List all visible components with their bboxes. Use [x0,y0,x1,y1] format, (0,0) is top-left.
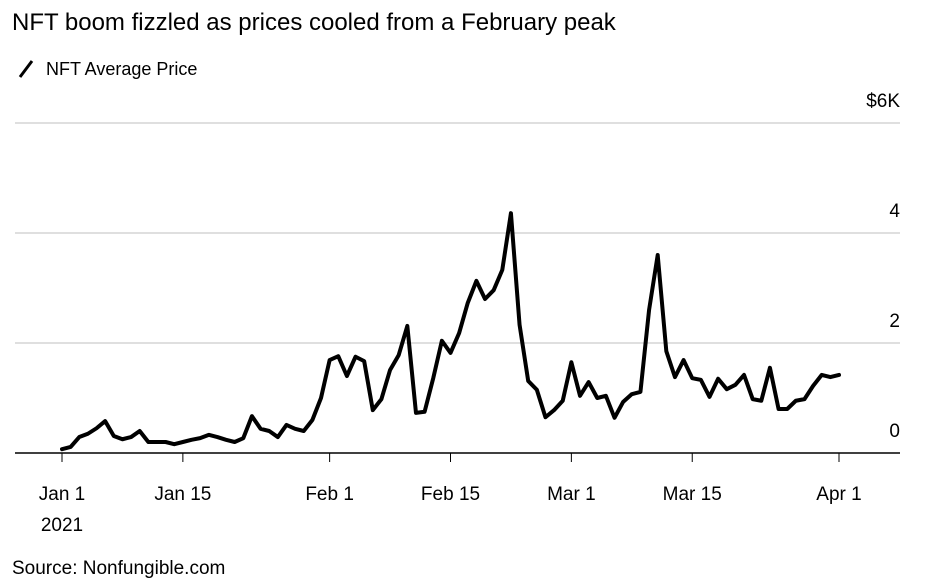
x-tick-label: Mar 15 [663,484,722,505]
x-tick-label: Jan 1 [39,484,85,505]
y-tick-label: $6K [866,91,900,112]
legend-swatch [18,60,34,78]
source: Source: Nonfungible.com [12,558,225,579]
y-tick-label: 0 [889,421,900,442]
legend-label: NFT Average Price [46,59,197,79]
x-tick-label: Feb 15 [421,484,480,505]
x-tick-label: Feb 1 [305,484,354,505]
price-line [60,211,841,452]
x-year-label: 2021 [41,515,83,536]
y-tick-label: 2 [889,311,900,332]
x-tick-label: Jan 15 [154,484,211,505]
chart-title: NFT boom fizzled as prices cooled from a… [12,9,617,36]
y-tick-label: 4 [889,201,900,222]
x-tick-label: Mar 1 [547,484,596,505]
x-tick-label: Apr 1 [816,484,861,505]
